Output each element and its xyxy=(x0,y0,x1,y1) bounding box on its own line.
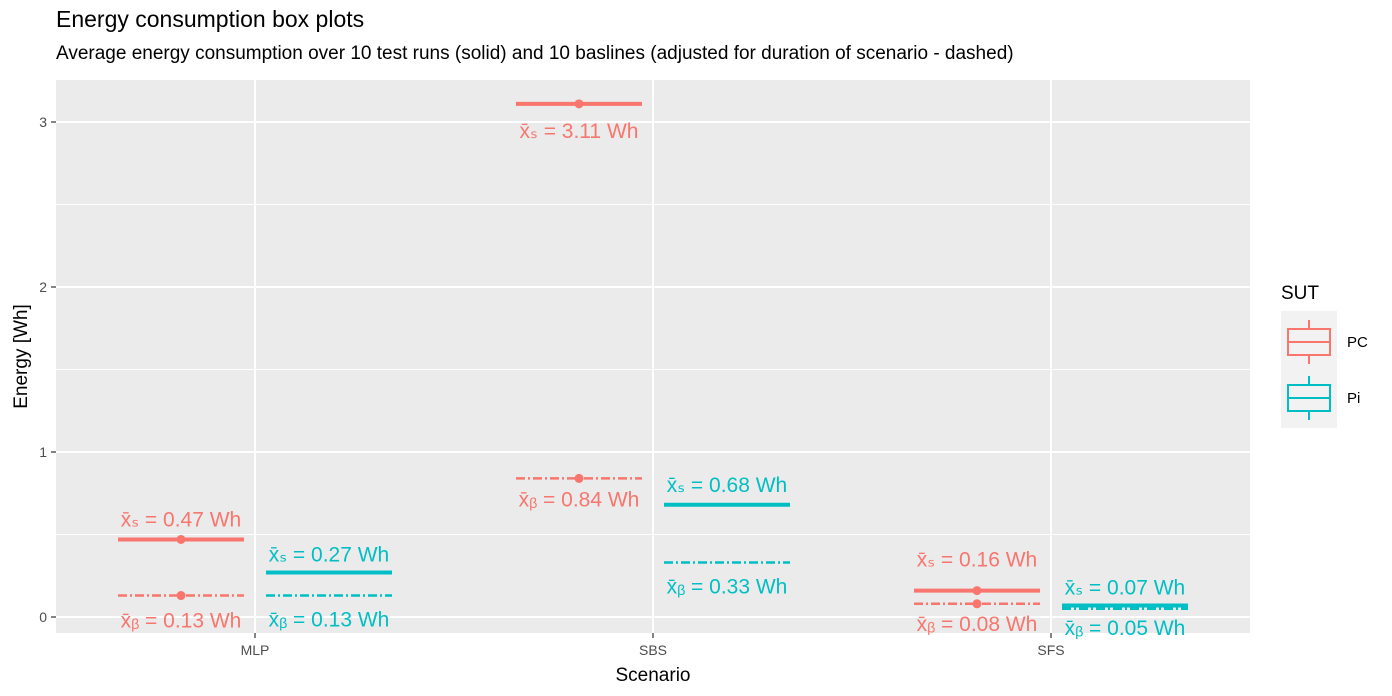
y-tick-label: 3 xyxy=(39,114,47,130)
y-tick-label: 2 xyxy=(39,279,47,295)
mean-point-pc xyxy=(176,591,186,601)
legend-title: SUT xyxy=(1281,283,1319,304)
data-label-pc: x̄ₛ = 0.16 Wh xyxy=(917,549,1037,572)
x-tick-label: SBS xyxy=(639,642,667,658)
y-tick-label: 0 xyxy=(39,609,47,625)
mean-point-pc xyxy=(574,99,584,109)
x-tick-label: MLP xyxy=(241,642,270,658)
mean-point-pc xyxy=(972,586,982,596)
data-label-pc: x̄ₛ = 0.47 Wh xyxy=(121,508,241,531)
legend-label-pi: Pi xyxy=(1347,390,1361,407)
data-label-pi: x̄ₛ = 0.27 Wh xyxy=(269,543,389,566)
mean-point-pc xyxy=(972,599,982,609)
data-label-pc: x̄ᵦ = 0.13 Wh xyxy=(121,610,242,633)
data-label-pi: x̄ᵦ = 0.13 Wh xyxy=(269,609,390,632)
x-tick-label: SFS xyxy=(1037,642,1064,658)
data-label-pc: x̄ₛ = 3.11 Wh xyxy=(520,120,639,143)
y-tick-label: 1 xyxy=(39,444,47,460)
y-axis-title: Energy [Wh] xyxy=(11,304,32,409)
chart-subtitle: Average energy consumption over 10 test … xyxy=(56,43,1014,64)
mean-point-pc xyxy=(176,534,186,544)
legend-label-pc: PC xyxy=(1347,334,1368,351)
data-label-pc: x̄ᵦ = 0.84 Wh xyxy=(519,488,640,511)
mean-point-pc xyxy=(574,473,584,483)
chart-title: Energy consumption box plots xyxy=(56,6,365,32)
data-label-pi: x̄ₛ = 0.07 Wh xyxy=(1065,576,1185,599)
data-label-pi: x̄ᵦ = 0.33 Wh xyxy=(667,576,788,599)
data-label-pi: x̄ᵦ = 0.05 Wh xyxy=(1065,617,1186,640)
x-axis-title: Scenario xyxy=(616,665,691,686)
data-label-pi: x̄ₛ = 0.68 Wh xyxy=(667,474,787,497)
data-label-pc: x̄ᵦ = 0.08 Wh xyxy=(917,613,1038,636)
